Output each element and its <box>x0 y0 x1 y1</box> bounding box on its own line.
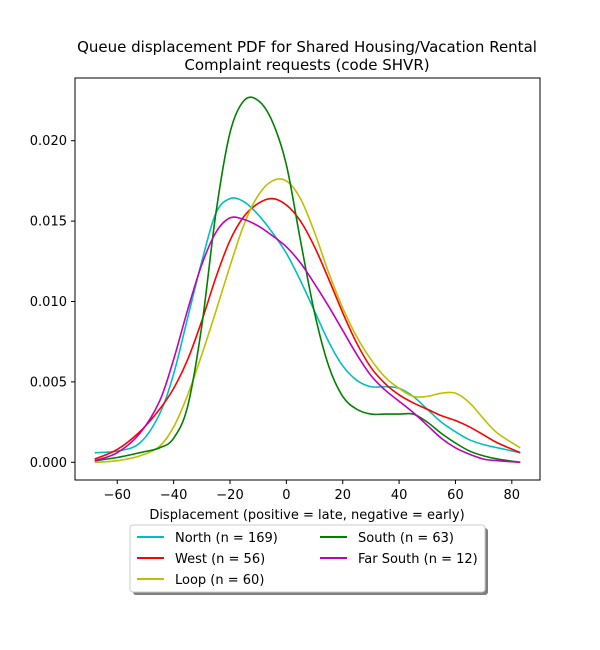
y-tick-label: 0.020 <box>30 134 67 149</box>
chart-title-line-1: Queue displacement PDF for Shared Housin… <box>77 38 537 56</box>
x-axis-ticks: −60 −40 −20 0 20 40 60 80 <box>104 480 521 503</box>
x-tick-label: −20 <box>216 488 243 503</box>
legend-label-0: North (n = 169) <box>175 531 278 546</box>
x-tick-label: 80 <box>504 488 521 503</box>
x-tick-label: 0 <box>282 488 290 503</box>
x-axis-label: Displacement (positive = late, negative … <box>149 508 464 523</box>
y-tick-label: 0.005 <box>30 375 67 390</box>
legend-items: North (n = 169) West (n = 56) Loop (n = 60… <box>137 531 478 588</box>
legend-label-2: Loop (n = 60) <box>175 573 264 588</box>
legend-box <box>129 524 486 593</box>
series-line-0 <box>94 197 521 454</box>
series-line-2 <box>94 178 521 464</box>
plot-area: −60 −40 −20 0 20 40 60 80 0.0000.0050.0100.0150… <box>30 77 541 503</box>
legend-label-4: Far South (n = 12) <box>358 552 478 567</box>
series-line-3 <box>94 96 521 464</box>
x-tick-label: −60 <box>104 488 131 503</box>
plot-frame <box>74 77 541 481</box>
legend: North (n = 169) West (n = 56) Loop (n = 60… <box>129 524 488 595</box>
x-tick-label: −40 <box>160 488 187 503</box>
x-tick-label: 60 <box>447 488 464 503</box>
chart-title-line-2: Complaint requests (code SHVR) <box>184 56 429 74</box>
series-layer <box>94 96 521 464</box>
y-tick-label: 0.010 <box>30 295 67 310</box>
legend-label-3: South (n = 63) <box>358 531 454 546</box>
y-tick-label: 0.015 <box>30 215 67 230</box>
series-line-4 <box>94 216 521 464</box>
legend-label-1: West (n = 56) <box>175 552 265 567</box>
y-tick-label: 0.000 <box>30 456 67 471</box>
x-tick-label: 20 <box>334 488 351 503</box>
series-line-1 <box>94 197 521 460</box>
y-axis-ticks: 0.000 0.005 0.010 0.015 0.020 <box>30 134 75 471</box>
x-tick-label: 40 <box>391 488 408 503</box>
